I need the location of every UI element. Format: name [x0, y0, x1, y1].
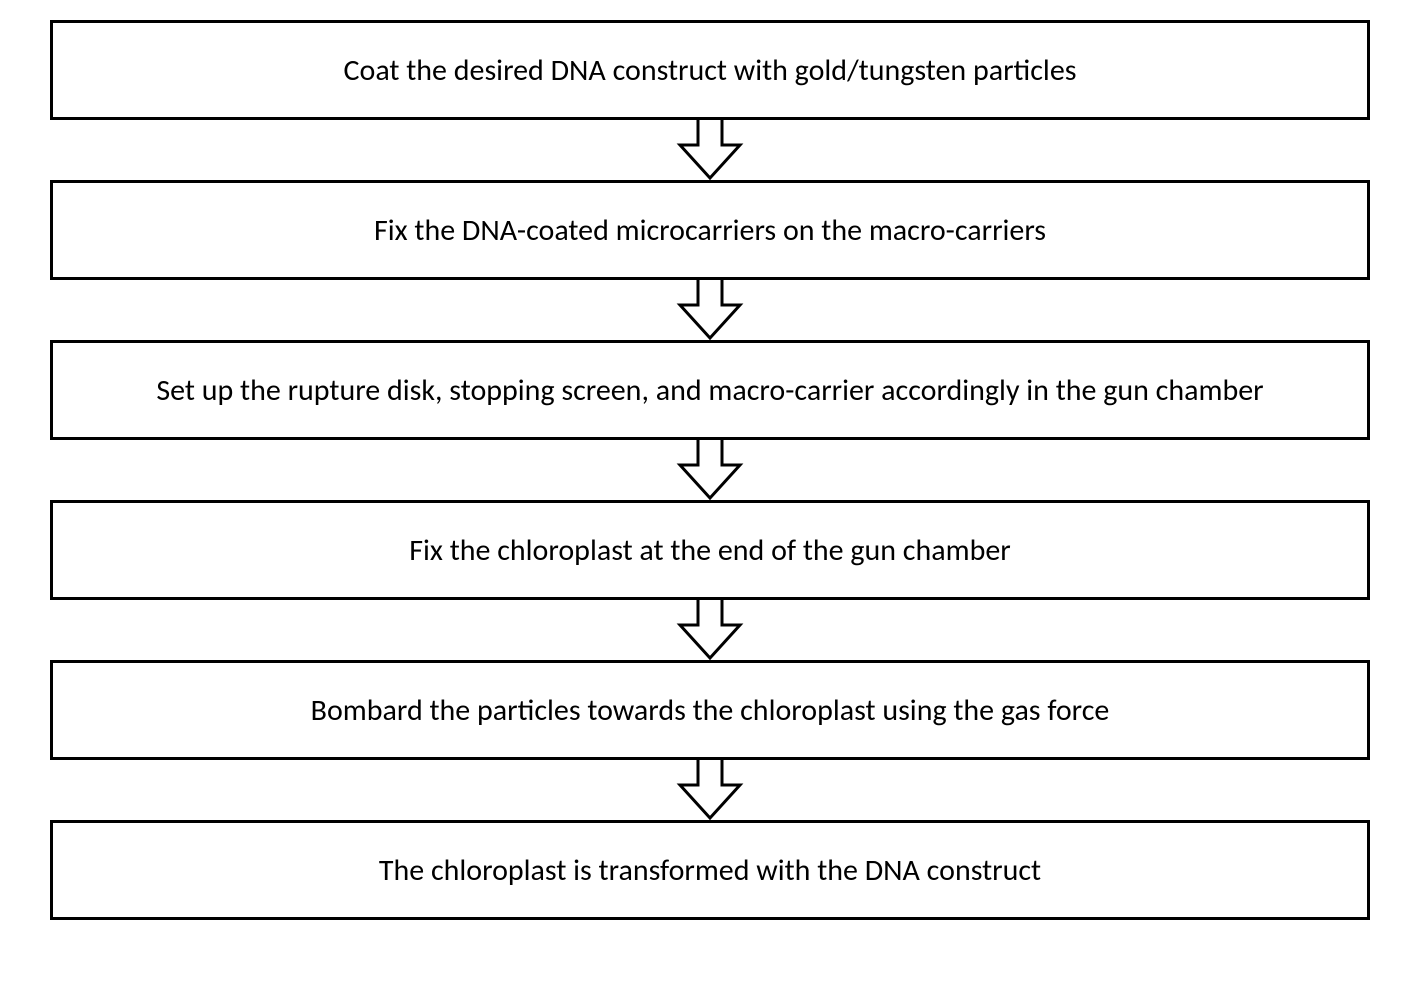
flow-step-5: Bombard the particles towards the chloro… [50, 660, 1370, 760]
arrow-3 [660, 440, 760, 500]
flow-step-4: Fix the chloroplast at the end of the gu… [50, 500, 1370, 600]
arrow-4 [660, 600, 760, 660]
flow-step-4-text: Fix the chloroplast at the end of the gu… [409, 532, 1010, 569]
down-arrow-icon [670, 440, 750, 500]
flow-step-2-text: Fix the DNA-coated microcarriers on the … [374, 212, 1046, 249]
flow-step-1-text: Coat the desired DNA construct with gold… [344, 52, 1077, 89]
flow-step-5-text: Bombard the particles towards the chloro… [311, 692, 1110, 729]
arrow-1 [660, 120, 760, 180]
flow-step-6: The chloroplast is transformed with the … [50, 820, 1370, 920]
flow-step-2: Fix the DNA-coated microcarriers on the … [50, 180, 1370, 280]
down-arrow-icon [670, 600, 750, 660]
arrow-5 [660, 760, 760, 820]
flow-step-3-text: Set up the rupture disk, stopping screen… [156, 372, 1263, 409]
down-arrow-icon [670, 760, 750, 820]
flow-step-1: Coat the desired DNA construct with gold… [50, 20, 1370, 120]
down-arrow-icon [670, 280, 750, 340]
flow-step-3: Set up the rupture disk, stopping screen… [50, 340, 1370, 440]
down-arrow-icon [670, 120, 750, 180]
flow-step-6-text: The chloroplast is transformed with the … [379, 852, 1041, 889]
flowchart-container: Coat the desired DNA construct with gold… [0, 0, 1420, 982]
arrow-2 [660, 280, 760, 340]
